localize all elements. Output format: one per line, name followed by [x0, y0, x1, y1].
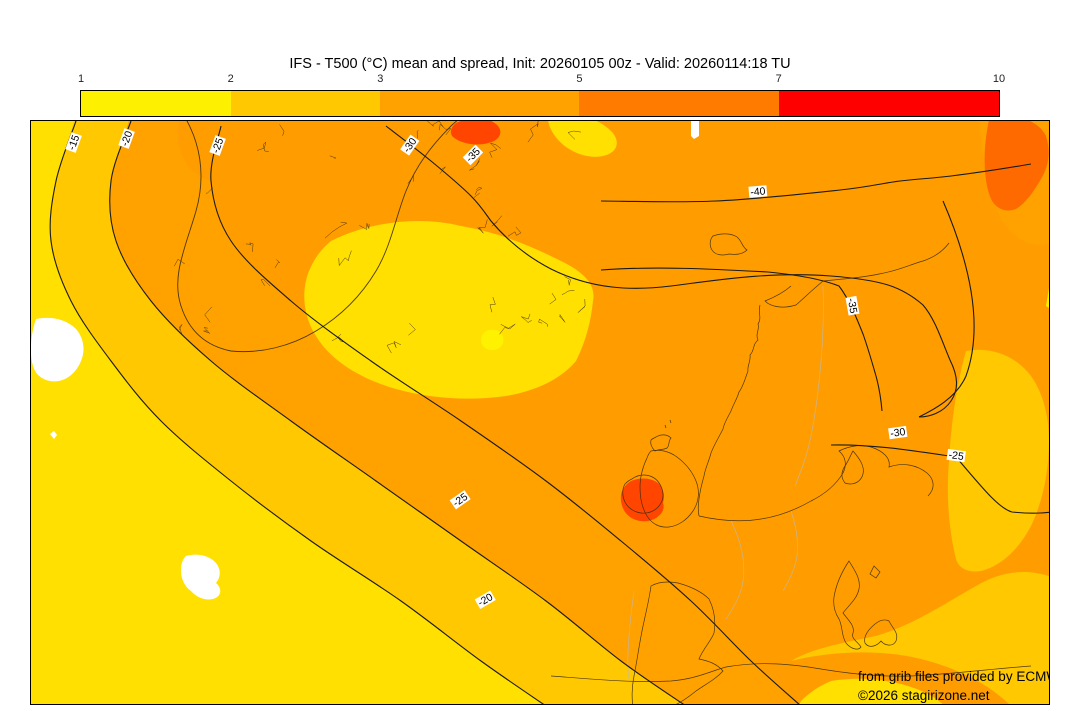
- svg-text:-40: -40: [750, 185, 766, 198]
- svg-text:-30: -30: [890, 426, 907, 440]
- svg-text:from grib files provided by EC: from grib files provided by ECMWF: [858, 669, 1050, 684]
- svg-text:©2026 stagirizone.net: ©2026 stagirizone.net: [858, 688, 990, 703]
- svg-text:-25: -25: [948, 449, 965, 463]
